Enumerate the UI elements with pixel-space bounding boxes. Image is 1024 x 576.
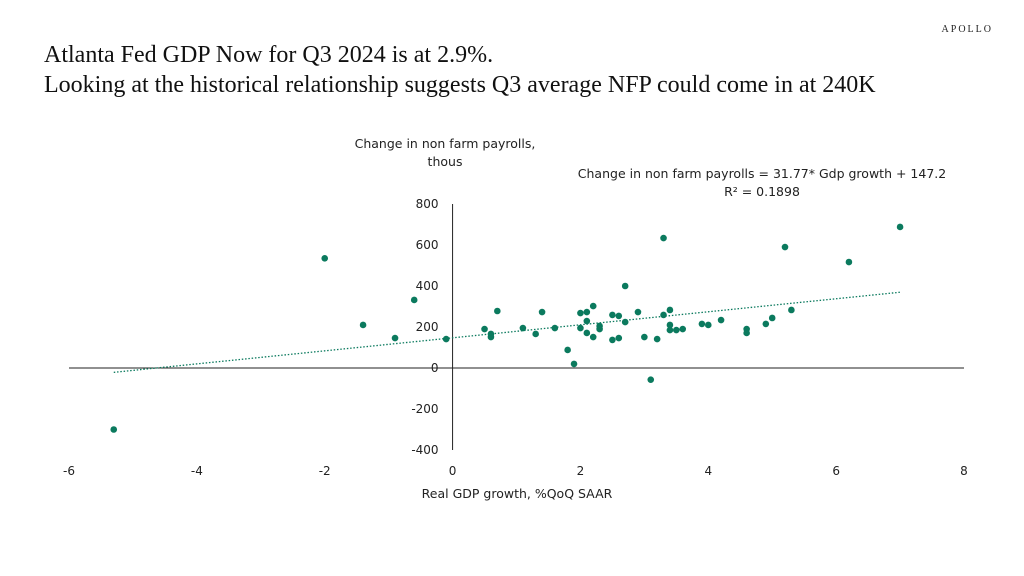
data-point [788, 306, 795, 314]
data-point [641, 333, 648, 341]
data-point [666, 306, 674, 314]
data-point [321, 255, 329, 262]
y-axis-label-2: thous [428, 154, 463, 169]
data-point [532, 330, 539, 338]
data-point [609, 336, 616, 344]
x-tick-label: 0 [449, 464, 457, 478]
x-tick-label: -4 [191, 464, 203, 478]
data-point [596, 325, 603, 333]
trendline [113, 291, 901, 373]
y-tick-label: 200 [416, 320, 439, 334]
axes [69, 204, 964, 450]
data-point [519, 324, 527, 332]
page-title: Atlanta Fed GDP Now for Q3 2024 is at 2.… [44, 40, 876, 100]
title-line-1: Atlanta Fed GDP Now for Q3 2024 is at 2.… [44, 42, 494, 68]
data-point [781, 243, 789, 251]
data-point [634, 308, 642, 316]
tick-labels: -6 -4 -2 0 2 4 6 8 -400 -200 0 200 400 600 800 [63, 197, 968, 478]
y-tick-label: 600 [416, 238, 439, 252]
y-axis-label-1: Change in non farm payrolls, [355, 136, 536, 151]
y-tick-label: 0 [431, 361, 439, 375]
data-point [698, 320, 706, 328]
data-point [673, 326, 680, 334]
x-tick-label: -2 [319, 464, 331, 478]
data-point [570, 360, 578, 368]
data-point [615, 312, 623, 320]
data-point [762, 320, 770, 328]
data-point [577, 324, 584, 332]
data-point [666, 326, 674, 334]
y-tick-label: 800 [416, 197, 439, 211]
data-point [583, 329, 591, 337]
data-point [615, 334, 623, 342]
x-axis-label: Real GDP growth, %QoQ SAAR [422, 486, 613, 501]
data-point [621, 318, 629, 326]
data-point [621, 282, 629, 290]
data-point [896, 223, 904, 231]
data-point [845, 258, 853, 266]
x-tick-label: 4 [704, 464, 712, 478]
data-point [589, 302, 597, 310]
data-point [743, 329, 750, 337]
y-tick-label: -200 [411, 402, 438, 416]
data-point [359, 321, 367, 329]
data-point [110, 426, 118, 433]
data-point [647, 376, 655, 383]
data-point [660, 234, 667, 242]
apollo-logo: APOLLO [941, 24, 993, 35]
data-points [110, 223, 904, 433]
data-point [653, 335, 661, 343]
data-point [609, 311, 616, 319]
data-point [538, 308, 546, 316]
data-point [589, 333, 597, 341]
x-tick-label: -6 [63, 464, 75, 478]
r-squared-annotation: R² = 0.1898 [724, 184, 800, 199]
data-point [768, 314, 776, 322]
data-point [487, 333, 495, 341]
data-point [481, 325, 488, 333]
data-point [410, 296, 418, 304]
data-point [442, 335, 450, 343]
data-point [583, 308, 591, 316]
data-point [704, 321, 712, 329]
title-line-2: Looking at the historical relationship s… [44, 72, 876, 98]
data-point [494, 307, 501, 315]
x-tick-label: 2 [577, 464, 585, 478]
x-tick-label: 8 [960, 464, 968, 478]
data-point [391, 334, 399, 342]
data-point [583, 317, 591, 325]
data-point [564, 346, 571, 354]
data-point [660, 311, 667, 319]
data-point [577, 309, 584, 317]
data-point [666, 321, 674, 329]
x-tick-label: 6 [832, 464, 840, 478]
data-point [551, 324, 559, 332]
y-tick-label: -400 [411, 443, 438, 457]
equation-annotation: Change in non farm payrolls = 31.77* Gdp… [578, 166, 946, 181]
data-point [679, 325, 687, 333]
y-tick-label: 400 [416, 279, 439, 293]
data-point [717, 316, 725, 324]
